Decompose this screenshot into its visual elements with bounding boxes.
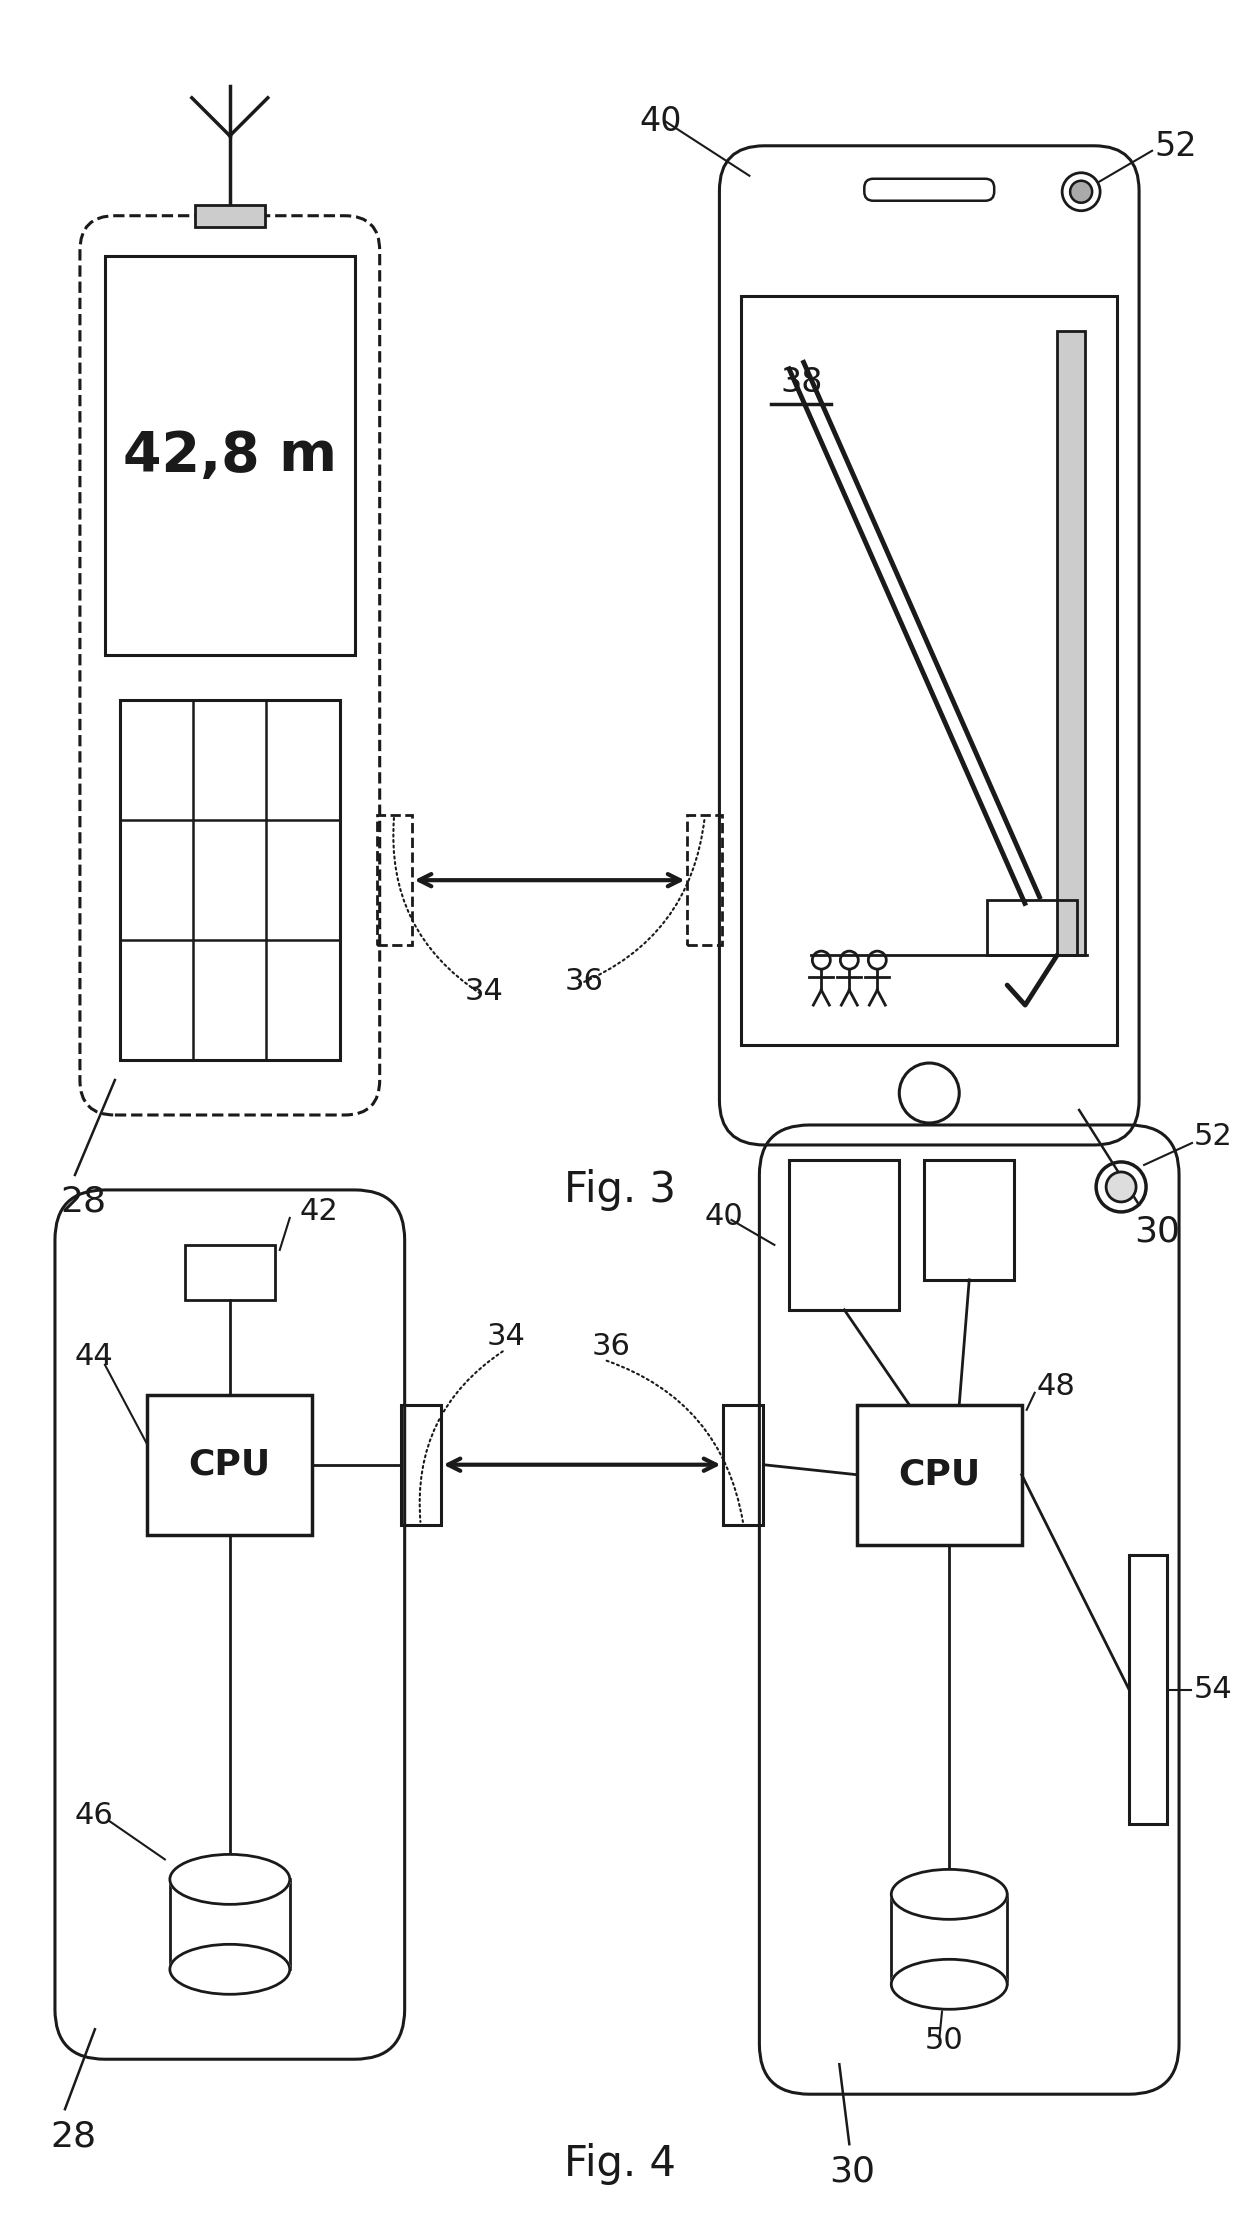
Bar: [924, 1161, 1014, 1280]
Ellipse shape: [1070, 182, 1092, 204]
Bar: [377, 815, 412, 946]
Text: 40: 40: [704, 1203, 743, 1232]
Text: 50: 50: [924, 2027, 963, 2056]
Text: 36: 36: [591, 1331, 631, 1360]
Text: 44: 44: [74, 1342, 114, 1371]
Text: 28: 28: [60, 1185, 107, 1218]
Bar: [723, 1404, 764, 1524]
Text: 38: 38: [780, 365, 822, 399]
Bar: [1130, 1555, 1167, 1825]
Text: 52: 52: [1194, 1123, 1233, 1152]
Text: 34: 34: [465, 977, 503, 1006]
Text: 42: 42: [300, 1196, 339, 1225]
Text: 42,8 m: 42,8 m: [123, 427, 337, 483]
Bar: [987, 899, 1078, 955]
Bar: [105, 255, 355, 656]
Bar: [185, 1245, 275, 1300]
Ellipse shape: [170, 1945, 290, 1994]
Bar: [790, 1161, 899, 1309]
Text: Fig. 3: Fig. 3: [563, 1170, 676, 1212]
Bar: [687, 815, 723, 946]
Text: 48: 48: [1037, 1371, 1075, 1400]
Ellipse shape: [892, 1869, 1007, 1920]
Bar: [195, 204, 265, 226]
Bar: [148, 1395, 312, 1535]
Text: 28: 28: [50, 2120, 95, 2153]
Text: 52: 52: [1154, 131, 1197, 162]
Text: 54: 54: [1194, 1675, 1233, 1703]
Bar: [401, 1404, 440, 1524]
Text: 36: 36: [564, 968, 604, 997]
Text: 34: 34: [487, 1322, 526, 1351]
Ellipse shape: [892, 1960, 1007, 2009]
Text: 30: 30: [830, 2155, 875, 2188]
Ellipse shape: [170, 1854, 290, 1905]
Bar: [857, 1404, 1022, 1544]
Text: Fig. 4: Fig. 4: [563, 2144, 676, 2186]
Text: CPU: CPU: [188, 1449, 270, 1482]
Bar: [120, 700, 340, 1061]
Text: 46: 46: [74, 1801, 114, 1830]
Text: 40: 40: [640, 104, 682, 137]
Text: 30: 30: [1135, 1214, 1180, 1249]
Bar: [742, 295, 1117, 1045]
Text: CPU: CPU: [898, 1457, 981, 1491]
Bar: [1058, 330, 1085, 955]
Ellipse shape: [1106, 1172, 1136, 1203]
